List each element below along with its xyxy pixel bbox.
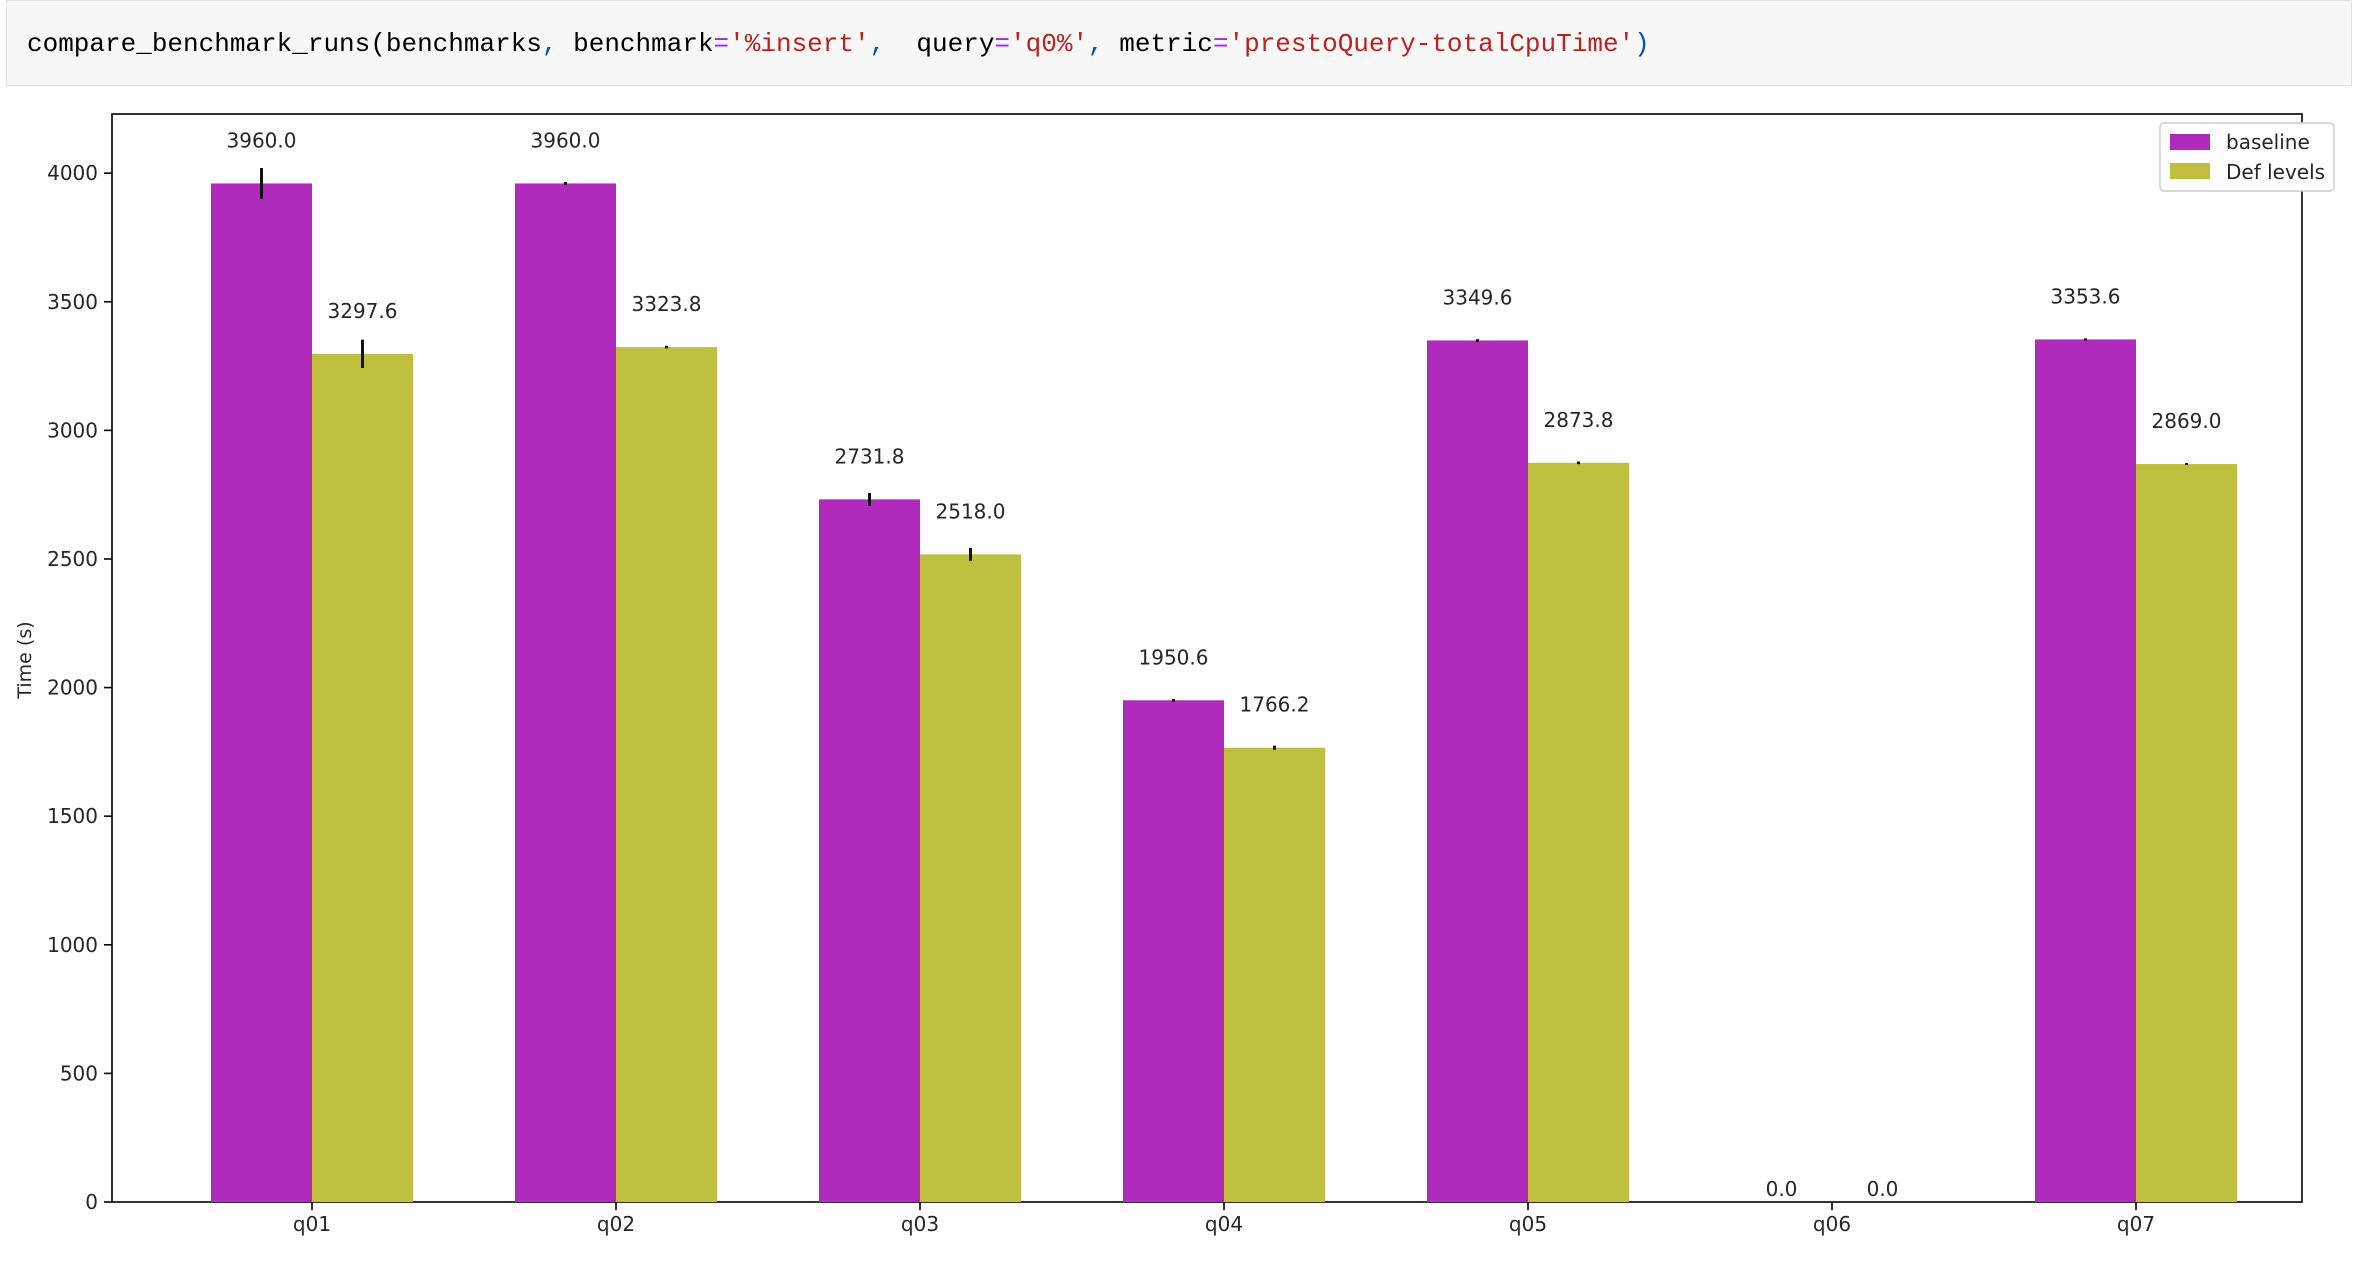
legend-label-baseline: baseline [2226,130,2310,154]
bar-baseline [515,183,616,1203]
value-label-baseline: 2731.8 [835,444,905,468]
x-tick-label: q05 [1509,1212,1547,1236]
code-equals: = [713,29,730,59]
code-cell[interactable]: compare_benchmark_runs(benchmarks, bench… [6,0,2352,86]
y-tick-label: 2000 [47,676,98,700]
y-tick-label: 1000 [47,933,98,957]
y-tick-label: 3500 [47,290,98,314]
bar-baseline [819,499,920,1202]
code-string-query: 'q0%' [1010,29,1089,59]
output-area: 0 500 1000 1500 2000 2500 3000 3500 4000 q01 q02 q… [0,92,2354,1256]
y-tick-label: 500 [60,1061,98,1085]
x-tick-label: q07 [2117,1212,2155,1236]
value-label-baseline: 3960.0 [227,128,297,152]
code-kw-metric: metric [1103,29,1213,59]
x-axis: q01 q02 q03 q04 q05 q06 q07 [293,1202,2155,1236]
x-tick-label: q01 [293,1212,331,1236]
y-tick-label: 1500 [47,804,98,828]
value-label-def-levels: 3297.6 [328,299,398,323]
code-function-name: compare_benchmark_runs [27,29,371,59]
code-kw-benchmark: benchmark [557,29,714,59]
code-close-paren: ) [1634,29,1650,59]
value-label-baseline: 3960.0 [531,128,601,152]
value-label-def-levels: 2518.0 [936,499,1006,523]
value-label-def-levels: 3323.8 [632,292,702,316]
legend-swatch-def-levels [2170,163,2210,179]
legend: baseline Def levels [2159,122,2335,192]
value-labels-group: 3960.0 3960.0 2731.8 1950.6 3349.6 0.0 3353.6 3… [227,128,2222,1201]
bar-baseline [2035,339,2136,1202]
value-label-def-levels: 1766.2 [1240,693,1310,717]
y-axis-label: Time (s) [14,621,36,699]
code-comma: , [869,29,886,59]
bar-def-levels [312,353,413,1202]
x-tick-label: q06 [1813,1212,1851,1236]
bar-def-levels [1528,462,1629,1202]
bar-baseline [1123,700,1224,1202]
code-kw-query: query [885,29,995,59]
value-label-baseline: 1950.6 [1139,645,1209,669]
x-tick-label: q03 [901,1212,939,1236]
legend-label-def-levels: Def levels [2226,160,2325,184]
value-label-baseline: 3349.6 [1443,285,1513,309]
bar-def-levels [920,554,1021,1202]
bars-group [211,183,2237,1203]
error-bars-group [260,168,2188,750]
value-label-baseline: 0.0 [1766,1177,1798,1201]
code-string-benchmark: '%insert' [729,29,870,59]
x-tick-label: q02 [597,1212,635,1236]
code-arg-benchmarks: benchmarks [385,29,542,59]
bar-def-levels [1224,747,1325,1202]
y-tick-label: 0 [85,1190,98,1214]
y-tick-label: 2500 [47,547,98,571]
value-label-def-levels: 2869.0 [2152,409,2222,433]
y-tick-label: 4000 [47,161,98,185]
x-tick-label: q04 [1205,1212,1243,1236]
value-label-def-levels: 2873.8 [1544,408,1614,432]
code-equals: = [994,29,1011,59]
bar-def-levels [616,347,717,1202]
y-axis: 0 500 1000 1500 2000 2500 3000 3500 4000 [47,161,112,1214]
code-comma: , [541,29,558,59]
value-label-def-levels: 0.0 [1867,1177,1899,1201]
code-equals: = [1212,29,1229,59]
code-comma: , [1088,29,1104,59]
code-open-paren: ( [370,29,386,59]
y-tick-label: 3000 [47,418,98,442]
value-label-baseline: 3353.6 [2051,284,2121,308]
bar-baseline [1427,340,1528,1203]
legend-swatch-baseline [2170,134,2210,150]
code-line: compare_benchmark_runs(benchmarks, bench… [27,27,1650,61]
bar-def-levels [2136,464,2237,1202]
code-string-metric: 'prestoQuery-totalCpuTime' [1228,29,1635,59]
bar-baseline [211,183,312,1203]
